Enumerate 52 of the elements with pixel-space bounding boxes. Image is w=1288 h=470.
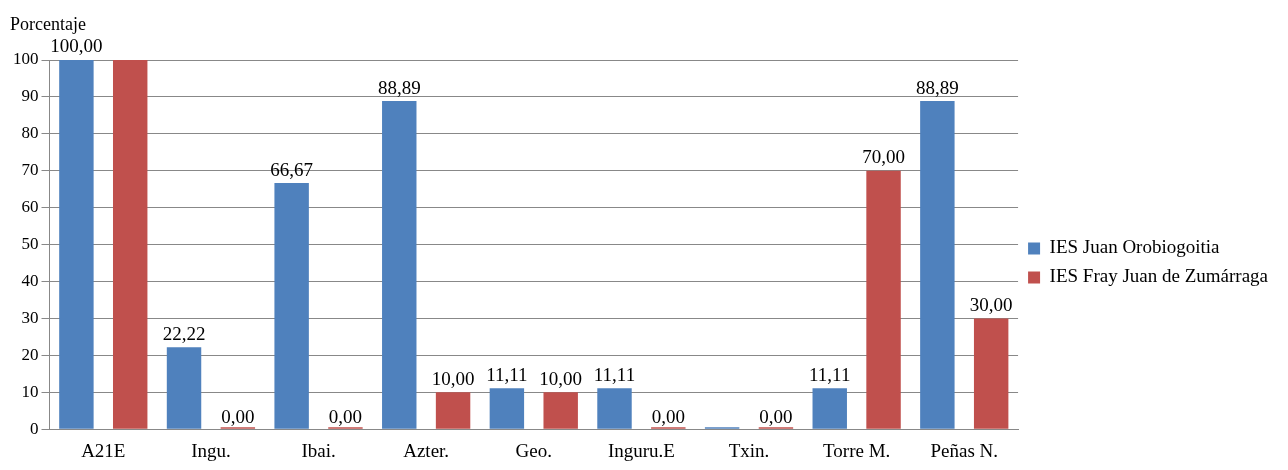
data-label: 0,00 xyxy=(759,405,793,427)
data-label: 0,00 xyxy=(651,405,685,427)
data-label: 10,00 xyxy=(431,367,475,389)
data-label: 0,00 xyxy=(221,405,255,427)
y-tick-label: 0 xyxy=(30,418,39,438)
y-tick-label: 70 xyxy=(21,160,39,180)
data-label: 88,89 xyxy=(377,76,421,98)
y-tick-label: 90 xyxy=(21,86,39,106)
bar xyxy=(489,388,525,429)
y-tick-label: 40 xyxy=(21,270,39,290)
data-label: 11,11 xyxy=(593,363,636,385)
bar xyxy=(59,60,94,429)
bar xyxy=(812,388,847,429)
y-tick-label: 60 xyxy=(21,197,39,217)
bar xyxy=(166,347,202,429)
legend-label: IES Juan Orobiogoitia xyxy=(1049,236,1221,258)
data-label: 11,11 xyxy=(486,363,528,385)
bar xyxy=(597,388,632,429)
x-tick-label: Ibai. xyxy=(301,439,336,461)
bar xyxy=(382,101,417,429)
x-tick-label: Ingu. xyxy=(191,439,231,461)
data-label: 70,00 xyxy=(862,146,905,168)
bar xyxy=(543,392,578,429)
x-tick-label: Peñas N. xyxy=(930,439,999,461)
bar xyxy=(274,183,309,429)
y-tick-label: 80 xyxy=(21,123,39,143)
y-tick-label: 50 xyxy=(21,234,39,254)
x-tick-label: Inguru.E xyxy=(607,439,675,461)
bar xyxy=(866,170,901,429)
x-tick-label: A21E xyxy=(81,439,126,461)
data-label: 10,00 xyxy=(539,367,583,389)
y-tick-label: 20 xyxy=(21,344,39,364)
data-label: 30,00 xyxy=(969,293,1013,315)
data-label: 11,11 xyxy=(809,363,851,385)
x-tick-label: Geo. xyxy=(515,439,552,461)
data-label: 100,00 xyxy=(50,35,103,57)
x-tick-label: Torre M. xyxy=(823,439,891,461)
data-label: 22,22 xyxy=(162,322,206,344)
bar xyxy=(973,318,1009,429)
legend-label: IES Fray Juan de Zumárraga xyxy=(1049,265,1269,287)
bar xyxy=(113,60,148,429)
data-label: 88,89 xyxy=(915,76,959,98)
bar xyxy=(435,392,471,429)
data-label: 66,67 xyxy=(270,158,314,180)
y-axis-title: Porcentaje xyxy=(10,13,86,34)
y-tick-label: 100 xyxy=(13,49,39,69)
x-tick-label: Txin. xyxy=(728,439,770,461)
y-tick-label: 30 xyxy=(21,307,39,327)
y-tick-label: 10 xyxy=(21,381,39,401)
x-tick-label: Azter. xyxy=(403,439,450,461)
bar xyxy=(920,101,955,429)
data-label: 0,00 xyxy=(328,405,363,427)
